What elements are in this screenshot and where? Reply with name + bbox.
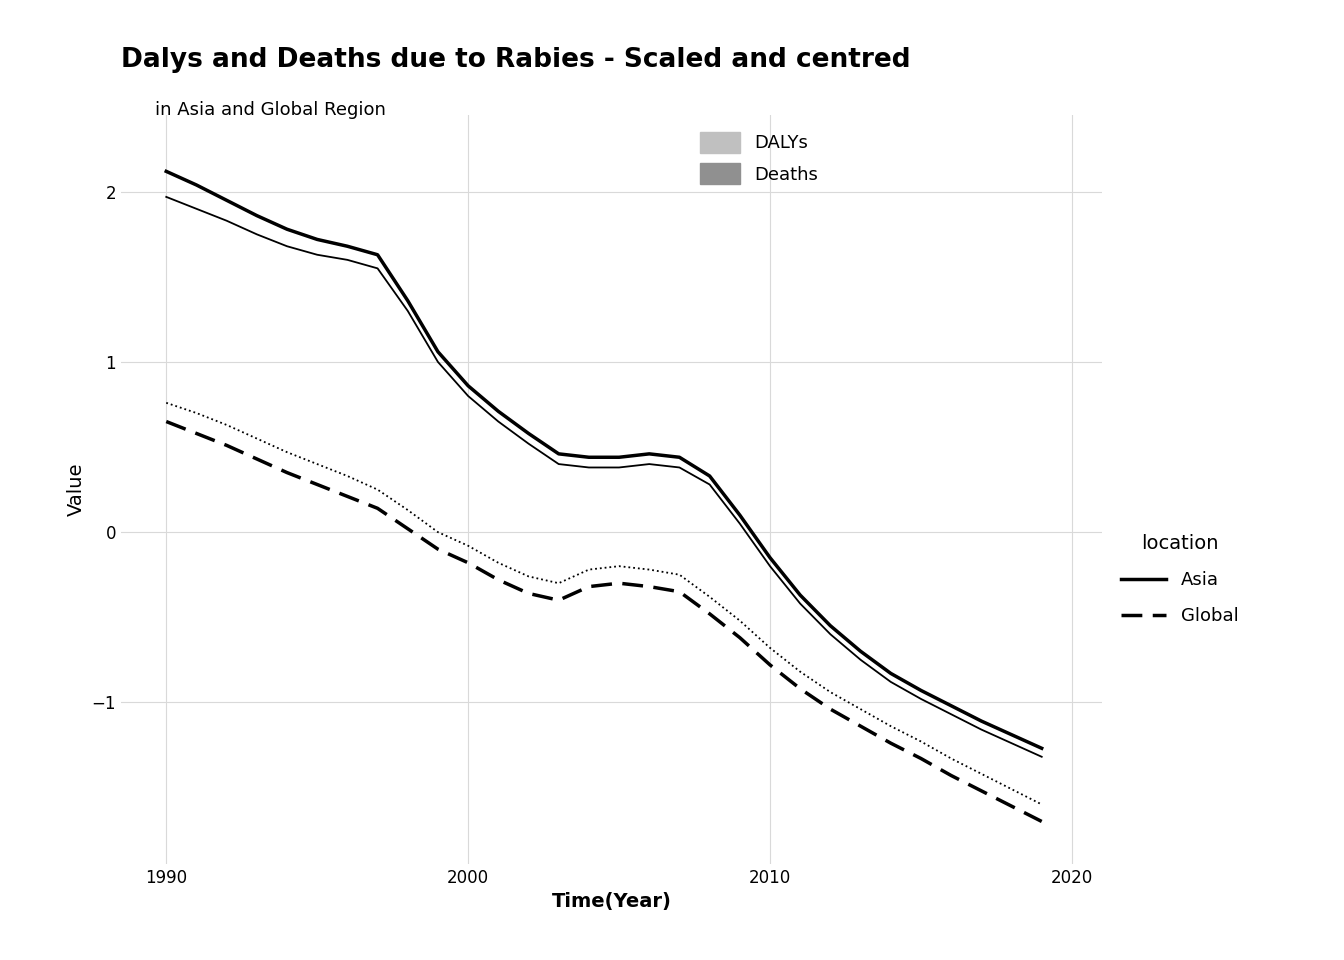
- Y-axis label: Value: Value: [67, 463, 86, 516]
- Legend: Asia, Global: Asia, Global: [1121, 534, 1238, 625]
- Text: Dalys and Deaths due to Rabies - Scaled and centred: Dalys and Deaths due to Rabies - Scaled …: [121, 47, 911, 73]
- X-axis label: Time(Year): Time(Year): [551, 893, 672, 911]
- Text: in Asia and Global Region: in Asia and Global Region: [155, 101, 386, 119]
